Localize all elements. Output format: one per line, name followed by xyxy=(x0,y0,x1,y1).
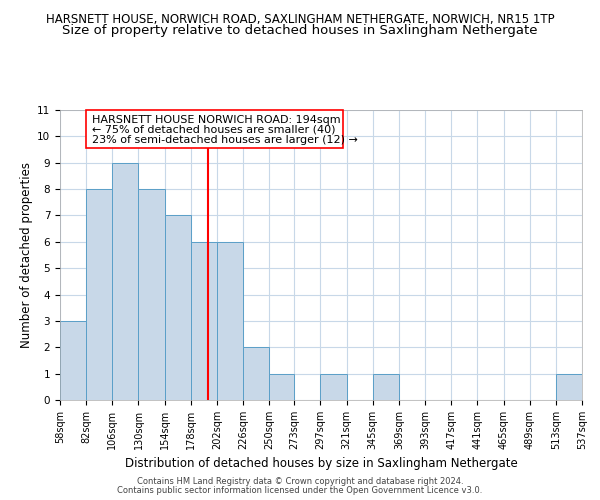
Bar xyxy=(112,162,139,400)
Y-axis label: Number of detached properties: Number of detached properties xyxy=(20,162,33,348)
Bar xyxy=(556,374,582,400)
Bar xyxy=(164,216,191,400)
Bar xyxy=(60,321,86,400)
Text: HARSNETT HOUSE NORWICH ROAD: 194sqm: HARSNETT HOUSE NORWICH ROAD: 194sqm xyxy=(92,114,340,124)
Text: HARSNETT HOUSE, NORWICH ROAD, SAXLINGHAM NETHERGATE, NORWICH, NR15 1TP: HARSNETT HOUSE, NORWICH ROAD, SAXLINGHAM… xyxy=(46,12,554,26)
Text: ← 75% of detached houses are smaller (40): ← 75% of detached houses are smaller (40… xyxy=(92,124,335,134)
Bar xyxy=(139,189,164,400)
Bar xyxy=(320,374,347,400)
FancyBboxPatch shape xyxy=(86,110,343,148)
Text: 23% of semi-detached houses are larger (12) →: 23% of semi-detached houses are larger (… xyxy=(92,135,358,145)
Bar xyxy=(243,348,269,400)
Text: Contains HM Land Registry data © Crown copyright and database right 2024.: Contains HM Land Registry data © Crown c… xyxy=(137,477,463,486)
Bar xyxy=(191,242,217,400)
Text: Size of property relative to detached houses in Saxlingham Nethergate: Size of property relative to detached ho… xyxy=(62,24,538,37)
X-axis label: Distribution of detached houses by size in Saxlingham Nethergate: Distribution of detached houses by size … xyxy=(125,458,517,470)
Bar xyxy=(217,242,243,400)
Text: Contains public sector information licensed under the Open Government Licence v3: Contains public sector information licen… xyxy=(118,486,482,495)
Bar xyxy=(269,374,295,400)
Bar xyxy=(373,374,399,400)
Bar xyxy=(86,189,112,400)
